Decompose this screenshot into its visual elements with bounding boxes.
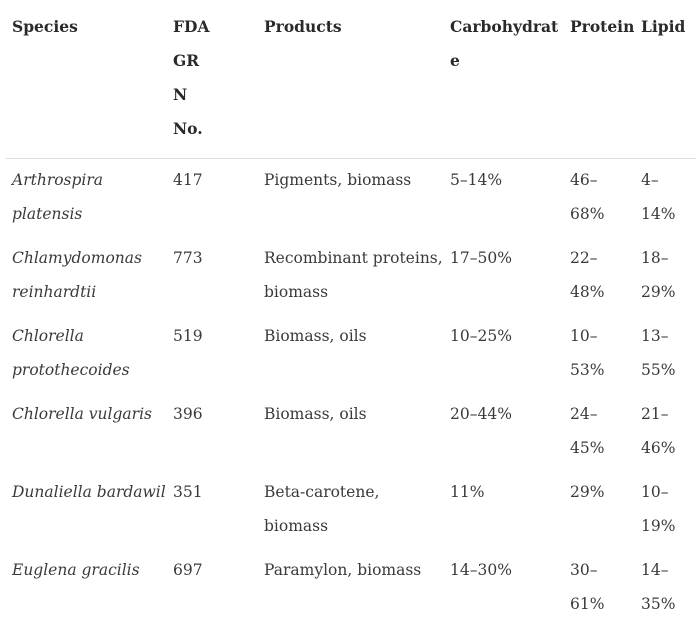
cell-protein: 30–61%: [564, 549, 635, 627]
header-protein: Protein: [564, 5, 635, 159]
cell-species: Euglena gracilis: [12, 561, 140, 579]
cell-products: Beta-carotene, biomass: [264, 483, 380, 535]
header-products: Products: [258, 5, 444, 159]
cell-fda: 773: [173, 249, 203, 267]
cell-products: Paramylon, biomass: [264, 561, 422, 579]
microalgae-species-table: Species FDA GRN No. Products Carbohydrat…: [6, 5, 696, 627]
cell-protein: 10–53%: [564, 315, 635, 393]
cell-protein: 24–45%: [564, 393, 635, 471]
cell-lipid: 21–46%: [635, 393, 696, 471]
table-row: Chlorella protothecoides 519 Biomass, oi…: [6, 315, 696, 393]
header-species: Species: [6, 5, 167, 159]
cell-products: Biomass, oils: [264, 327, 367, 345]
table-row: Arthrospira platensis 417 Pigments, biom…: [6, 159, 696, 238]
cell-protein-value: 46–68%: [570, 171, 605, 223]
cell-carbohydrate: 5–14%: [450, 171, 503, 189]
cell-lipid-value: 13–55%: [641, 327, 676, 379]
cell-carbohydrate: 20–44%: [450, 405, 512, 423]
table-row: Euglena gracilis 697 Paramylon, biomass …: [6, 549, 696, 627]
cell-lipid-value: 14–35%: [641, 561, 676, 613]
cell-lipid: 10–19%: [635, 471, 696, 549]
table-row: Chlorella vulgaris 396 Biomass, oils 20–…: [6, 393, 696, 471]
cell-protein-value: 30–61%: [570, 561, 605, 613]
cell-species: Chlorella vulgaris: [12, 405, 152, 423]
cell-fda: 697: [173, 561, 203, 579]
cell-carbohydrate: 17–50%: [450, 249, 512, 267]
cell-carbohydrate: 11%: [450, 483, 485, 501]
cell-lipid-value: 21–46%: [641, 405, 676, 457]
cell-lipid-value: 4–14%: [641, 171, 676, 223]
cell-fda: 396: [173, 405, 203, 423]
cell-products: Pigments, biomass: [264, 171, 412, 189]
cell-protein-value: 10–53%: [570, 327, 605, 379]
cell-protein: 46–68%: [564, 159, 635, 238]
cell-lipid: 4–14%: [635, 159, 696, 238]
cell-fda: 417: [173, 171, 203, 189]
cell-species: Arthrospira platensis: [12, 171, 104, 223]
cell-fda: 519: [173, 327, 203, 345]
header-fda-grn: FDA GRN No.: [167, 5, 258, 159]
cell-products: Biomass, oils: [264, 405, 367, 423]
table-row: Dunaliella bardawil 351 Beta-carotene, b…: [6, 471, 696, 549]
cell-lipid: 13–55%: [635, 315, 696, 393]
cell-carbohydrate: 10–25%: [450, 327, 512, 345]
header-lipid: Lipid: [635, 5, 696, 159]
header-fda-grn-label: FDA GRN No.: [173, 17, 210, 138]
cell-lipid: 14–35%: [635, 549, 696, 627]
cell-lipid: 18–29%: [635, 237, 696, 315]
cell-carbohydrate: 14–30%: [450, 561, 512, 579]
cell-protein: 29%: [564, 471, 635, 549]
table-row: Chlamydomonas reinhardtii 773 Recombinan…: [6, 237, 696, 315]
cell-protein-value: 22–48%: [570, 249, 605, 301]
cell-protein-value: 24–45%: [570, 405, 605, 457]
cell-protein: 22–48%: [564, 237, 635, 315]
cell-lipid-value: 18–29%: [641, 249, 676, 301]
cell-lipid-value: 10–19%: [641, 483, 676, 535]
cell-protein-value: 29%: [570, 483, 605, 501]
cell-species: Dunaliella bardawil: [12, 483, 166, 501]
table-header-row: Species FDA GRN No. Products Carbohydrat…: [6, 5, 696, 159]
cell-fda: 351: [173, 483, 203, 501]
cell-species: Chlamydomonas reinhardtii: [12, 249, 142, 301]
species-table-container: Species FDA GRN No. Products Carbohydrat…: [6, 5, 696, 613]
cell-products: Recombinant proteins, biomass: [264, 249, 443, 301]
cell-species: Chlorella protothecoides: [12, 327, 130, 379]
header-carbohydrate: Carbohydrate: [444, 5, 564, 159]
